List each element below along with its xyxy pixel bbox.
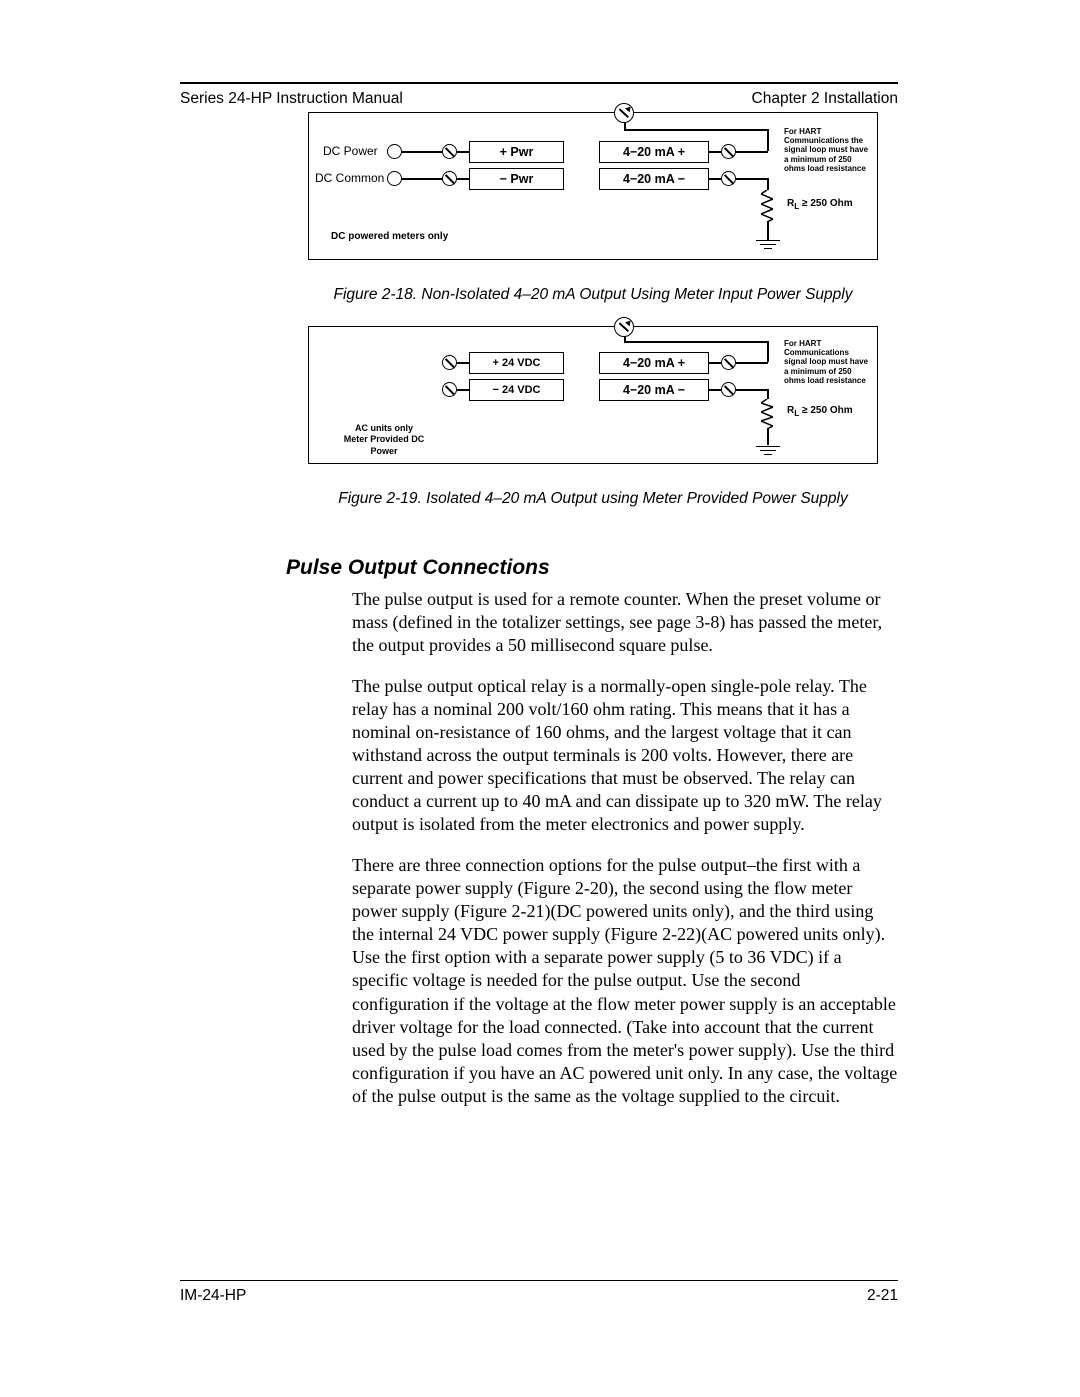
body-paragraph: There are three connection options for t… bbox=[352, 854, 898, 1107]
footer-right: 2-21 bbox=[867, 1287, 898, 1305]
resistor-icon bbox=[761, 399, 773, 429]
ammeter-icon bbox=[614, 317, 634, 337]
rl-label: RL ≥ 250 Ohm bbox=[787, 405, 853, 418]
out-minus-box: 4−20 mA − bbox=[599, 168, 709, 190]
hart-note: For HART Communications the signal loop … bbox=[784, 127, 872, 173]
resistor-icon bbox=[761, 190, 773, 222]
figure-2-18-caption: Figure 2-18. Non-Isolated 4–20 mA Output… bbox=[308, 286, 878, 304]
ground-icon bbox=[755, 443, 781, 455]
minus-24-box: − 24 VDC bbox=[469, 379, 564, 401]
minus-pwr-box: − Pwr bbox=[469, 168, 564, 190]
dc-common-label: DC Common bbox=[315, 171, 384, 185]
figure-2-19-diagram: + 24 VDC − 24 VDC 4−20 mA + 4−20 mA − Fo… bbox=[308, 326, 878, 464]
out-minus-box: 4−20 mA − bbox=[599, 379, 709, 401]
out-plus-box: 4−20 mA + bbox=[599, 141, 709, 163]
plus-24-box: + 24 VDC bbox=[469, 352, 564, 374]
ground-icon bbox=[755, 237, 781, 249]
figure-2-19-caption: Figure 2-19. Isolated 4–20 mA Output usi… bbox=[308, 490, 878, 508]
figure-2-18-diagram: DC Power DC Common + Pwr − Pwr 4−20 mA +… bbox=[308, 112, 878, 260]
rl-label: RL ≥ 250 Ohm bbox=[787, 198, 853, 211]
header-row: Series 24-HP Instruction Manual Chapter … bbox=[180, 90, 898, 108]
section-heading: Pulse Output Connections bbox=[286, 556, 898, 580]
header-rule bbox=[180, 82, 898, 84]
header-left: Series 24-HP Instruction Manual bbox=[180, 90, 403, 108]
dc-power-label: DC Power bbox=[323, 144, 378, 158]
out-plus-box: 4−20 mA + bbox=[599, 352, 709, 374]
body-paragraph: The pulse output is used for a remote co… bbox=[352, 588, 898, 657]
dc-only-note: DC powered meters only bbox=[331, 231, 448, 242]
page-footer: IM-24-HP 2-21 bbox=[180, 1280, 898, 1305]
footer-left: IM-24-HP bbox=[180, 1287, 246, 1305]
body-paragraph: The pulse output optical relay is a norm… bbox=[352, 675, 898, 836]
hart-note: For HART Communications signal loop must… bbox=[784, 339, 872, 385]
header-right: Chapter 2 Installation bbox=[752, 90, 898, 108]
plus-pwr-box: + Pwr bbox=[469, 141, 564, 163]
ac-only-note: AC units only Meter Provided DC Power bbox=[329, 423, 439, 457]
ammeter-icon bbox=[614, 103, 634, 123]
